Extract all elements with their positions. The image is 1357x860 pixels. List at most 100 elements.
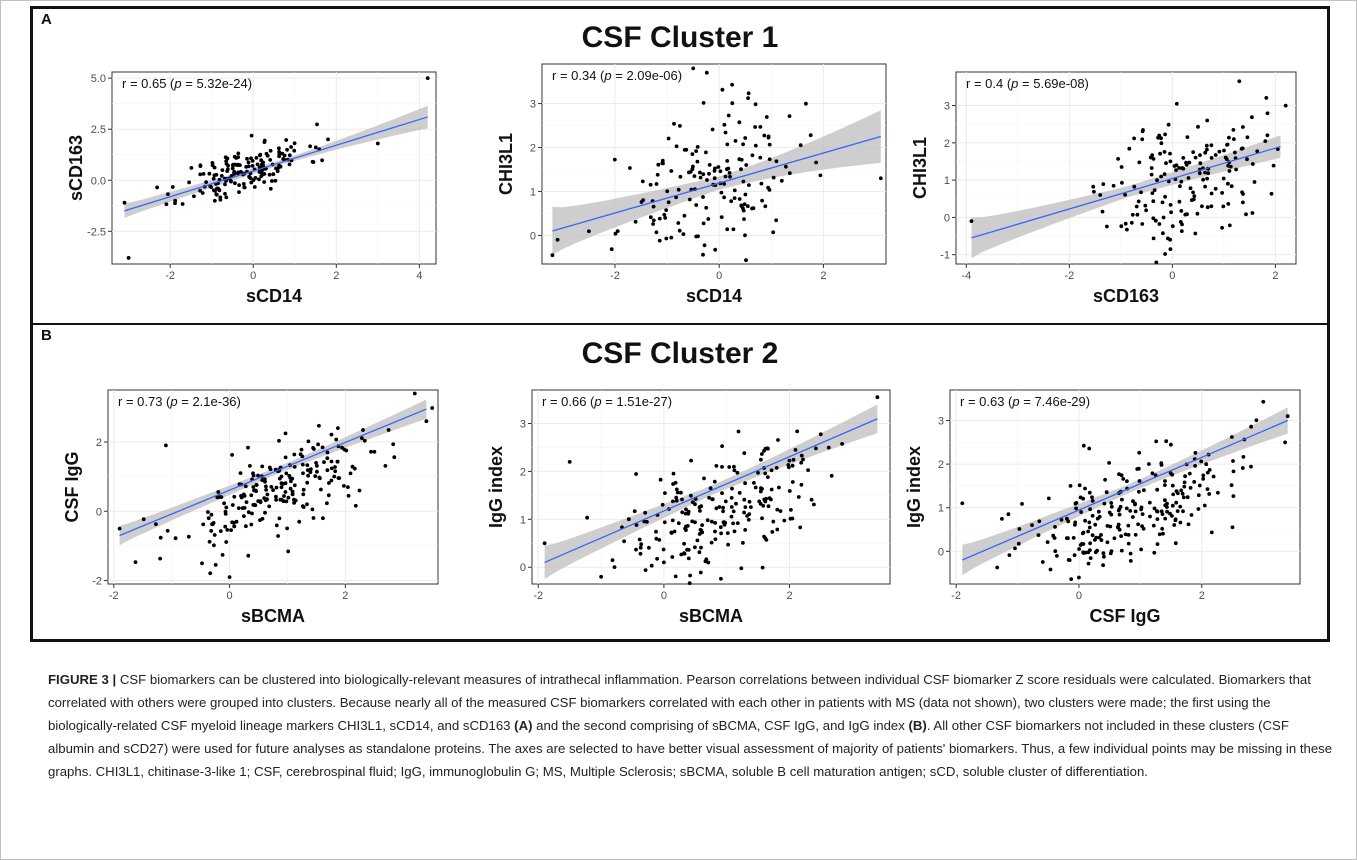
data-point	[1121, 477, 1126, 481]
data-point	[1087, 446, 1092, 451]
data-point	[1205, 176, 1209, 181]
data-point	[254, 483, 259, 487]
data-point	[674, 495, 679, 500]
data-point	[753, 102, 758, 107]
data-point	[1139, 507, 1143, 512]
data-point	[732, 464, 736, 469]
data-point	[1211, 474, 1216, 479]
data-point	[1133, 532, 1138, 537]
p-value: = 1.51e-27)	[602, 394, 672, 409]
data-point	[1156, 135, 1160, 140]
data-point	[666, 200, 671, 205]
data-point	[664, 236, 669, 241]
data-point	[1067, 558, 1072, 562]
data-point	[117, 526, 122, 531]
data-point	[1136, 466, 1141, 471]
data-point	[1168, 247, 1173, 252]
data-point	[1109, 512, 1114, 517]
data-point	[1136, 522, 1140, 527]
points	[969, 79, 1288, 265]
data-point	[765, 446, 770, 451]
data-point	[141, 517, 146, 522]
data-point	[230, 453, 235, 457]
data-point	[662, 520, 667, 525]
data-point	[752, 481, 756, 485]
data-point	[251, 178, 256, 183]
data-point	[1250, 115, 1254, 120]
r-value: r = 0.34 (	[552, 68, 605, 83]
data-point	[725, 142, 730, 147]
r-value: r = 0.4 (	[966, 76, 1012, 91]
data-point	[1126, 533, 1131, 537]
data-point	[1240, 190, 1244, 195]
data-point	[753, 143, 758, 148]
data-point	[1174, 168, 1178, 172]
data-point	[722, 122, 727, 127]
data-point	[695, 159, 700, 164]
data-point	[1201, 177, 1205, 182]
data-point	[1081, 443, 1086, 448]
data-point	[1196, 124, 1200, 129]
x-tick-label: -2	[109, 590, 119, 602]
data-point	[771, 519, 776, 524]
data-point	[1127, 146, 1132, 151]
data-point	[1197, 483, 1202, 488]
data-point	[1159, 174, 1163, 179]
data-point	[239, 169, 243, 174]
data-point	[1174, 101, 1179, 106]
data-point	[687, 581, 692, 586]
data-point	[1172, 523, 1177, 527]
data-point	[1175, 509, 1180, 513]
data-point	[244, 500, 249, 504]
caption-text: and the second comprising of sBCMA, CSF …	[532, 718, 909, 733]
y-tick-label: 5.0	[91, 73, 106, 85]
data-point	[207, 171, 212, 176]
data-point	[1115, 525, 1120, 530]
data-point	[271, 172, 276, 177]
data-point	[216, 490, 221, 494]
data-point	[1245, 157, 1249, 162]
data-point	[1263, 139, 1268, 143]
data-point	[722, 182, 726, 186]
data-point	[242, 506, 247, 510]
data-point	[1207, 468, 1212, 472]
data-point	[209, 529, 214, 533]
data-point	[643, 568, 648, 572]
cluster-title: CSF Cluster 1	[581, 21, 779, 54]
data-point	[1170, 472, 1174, 477]
data-point	[214, 192, 219, 197]
data-point	[1119, 224, 1124, 229]
data-point	[1040, 560, 1045, 564]
data-point	[673, 480, 678, 485]
data-point	[1053, 525, 1057, 529]
data-point	[1090, 533, 1095, 538]
data-point	[701, 101, 706, 105]
data-point	[308, 470, 313, 475]
data-point	[1081, 530, 1086, 535]
data-point	[292, 452, 297, 457]
data-point	[1232, 137, 1236, 141]
data-point	[1244, 212, 1248, 217]
p-value: = 7.46e-29)	[1020, 394, 1090, 409]
data-point	[215, 186, 219, 191]
data-point	[743, 233, 747, 238]
data-point	[268, 158, 273, 162]
data-point	[766, 134, 771, 139]
data-point	[1059, 517, 1064, 522]
data-point	[1179, 179, 1184, 184]
data-point	[329, 459, 334, 464]
data-point	[317, 475, 322, 480]
data-point	[1093, 538, 1097, 542]
data-point	[1112, 536, 1117, 541]
data-point	[313, 145, 318, 150]
data-point	[233, 162, 238, 167]
data-point	[1189, 513, 1194, 517]
data-point	[714, 506, 719, 511]
data-point	[734, 501, 738, 506]
y-tick-label: 2	[938, 459, 944, 471]
data-point	[1017, 527, 1022, 531]
data-point	[1165, 501, 1169, 506]
confidence-band	[962, 407, 1288, 576]
data-point	[1185, 495, 1190, 500]
data-point	[730, 486, 734, 491]
